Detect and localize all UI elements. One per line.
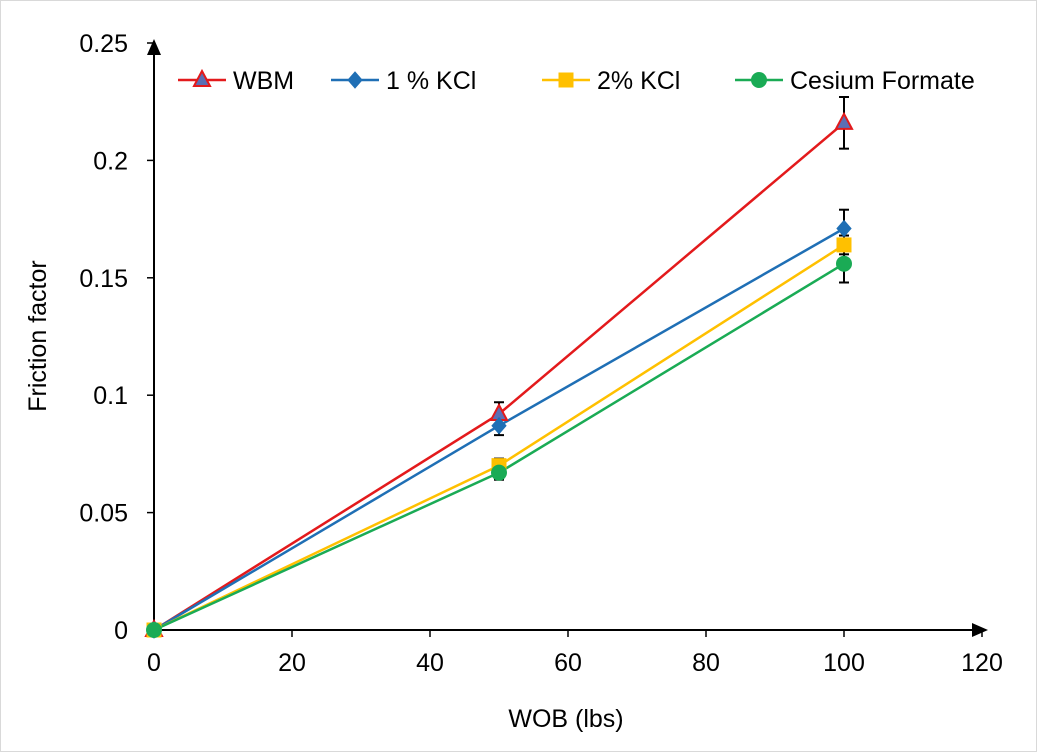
data-point [834, 111, 854, 130]
x-tick-label: 80 [692, 649, 720, 677]
legend-marker [751, 72, 767, 88]
y-axis-arrow [147, 39, 161, 55]
x-tick-label: 100 [823, 649, 865, 677]
plot-area [144, 96, 854, 639]
legend-label: 2% KCl [597, 67, 680, 95]
legend-marker [558, 72, 574, 88]
data-point [491, 416, 507, 435]
x-tick-label: 20 [278, 649, 306, 677]
y-axis-label: Friction factor [24, 260, 52, 411]
legend-label: WBM [233, 67, 294, 95]
x-axis-label: WOB (lbs) [508, 705, 623, 733]
x-axis-arrow [972, 623, 988, 637]
x-tick-label: 40 [416, 649, 444, 677]
series-line [153, 243, 845, 632]
x-tick-label: 120 [961, 649, 1003, 677]
legend-marker [347, 71, 363, 89]
data-point [836, 219, 852, 238]
series-line [153, 262, 845, 632]
axes: 0 20 40 60 80 100 120 0 0.05 0.1 0.15 0.2 0.25 [79, 30, 1003, 677]
y-tick-label: 0.25 [79, 30, 128, 58]
y-tick-label: 0.1 [93, 382, 128, 410]
y-tick-label: 0 [114, 617, 128, 645]
data-point [836, 255, 852, 272]
legend-marker [192, 68, 212, 87]
x-tick-label: 60 [554, 649, 582, 677]
series-line [153, 121, 845, 632]
legend-label: 1 % KCl [386, 67, 476, 95]
data-point [146, 622, 162, 638]
x-tick-label: 0 [147, 649, 161, 677]
data-point [836, 237, 852, 253]
legend-label: Cesium Formate [790, 67, 975, 95]
legend: WBM 1 % KCl 2% KCl Cesium Formate [178, 67, 975, 95]
y-tick-label: 0.2 [93, 147, 128, 175]
data-point [491, 464, 507, 481]
y-tick-label: 0.15 [79, 265, 128, 293]
y-tick-label: 0.05 [79, 500, 128, 528]
